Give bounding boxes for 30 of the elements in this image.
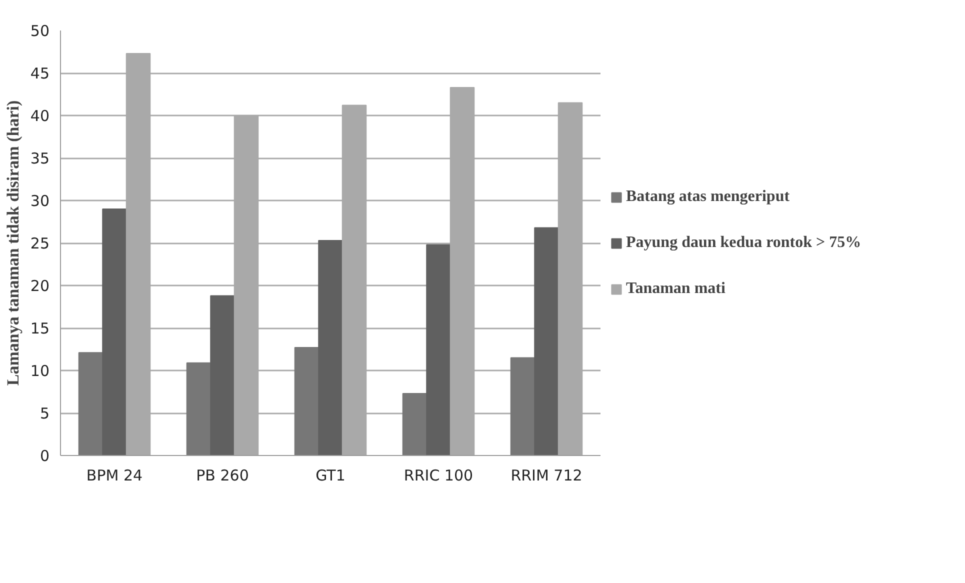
- y-tick-label: 10: [30, 362, 50, 380]
- bar: [186, 362, 212, 456]
- bar: [78, 352, 104, 456]
- bar: [318, 240, 343, 456]
- legend-label: Payung daun kedua rontok > 75%: [626, 234, 862, 252]
- y-axis-title: Lamanya tanaman tidak disiram (hari): [3, 100, 22, 386]
- bar: [294, 347, 320, 456]
- y-tick-label: 30: [30, 192, 50, 210]
- legend-label: Batang atas mengeriput: [626, 188, 790, 206]
- x-tick-label: PB 260: [196, 466, 249, 484]
- y-tick-label: 40: [30, 107, 50, 125]
- y-tick-label: 35: [30, 150, 50, 168]
- bar: [510, 357, 536, 456]
- x-tick-label: RRIM 712: [510, 466, 582, 484]
- y-tick-label: 45: [30, 64, 50, 82]
- y-tick-label: 5: [40, 404, 50, 422]
- bar: [402, 392, 428, 456]
- x-tick-label: GT1: [316, 466, 346, 484]
- y-tick-label: 20: [30, 277, 50, 295]
- y-tick-label: 0: [40, 447, 50, 465]
- y-tick-label: 25: [30, 234, 50, 252]
- y-tick-label: 15: [30, 320, 50, 338]
- bar: [210, 295, 235, 456]
- x-tick-label: BPM 24: [86, 466, 143, 484]
- bar: [102, 208, 127, 456]
- bar: [426, 244, 451, 456]
- y-tick-label: 50: [30, 22, 50, 40]
- legend-label: Tanaman mati: [626, 280, 726, 298]
- bar: [534, 227, 559, 456]
- x-tick-label: RRIC 100: [404, 466, 474, 484]
